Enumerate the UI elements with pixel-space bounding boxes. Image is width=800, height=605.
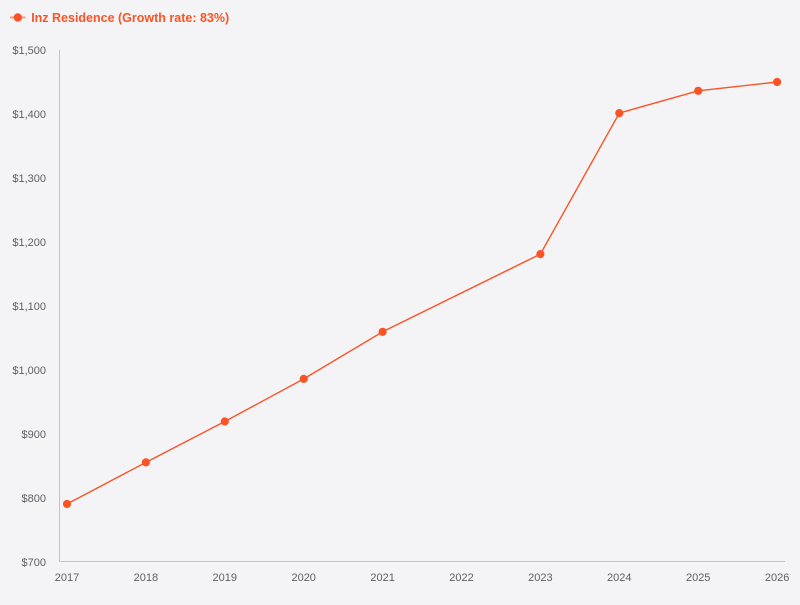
svg-text:$1,000: $1,000 <box>12 365 46 377</box>
svg-text:$1,100: $1,100 <box>12 301 46 313</box>
svg-text:2018: 2018 <box>134 572 158 584</box>
svg-text:$1,400: $1,400 <box>12 109 46 121</box>
svg-text:$700: $700 <box>22 557 46 569</box>
svg-text:Inz Residence (Growth rate: 83: Inz Residence (Growth rate: 83%) <box>31 11 229 25</box>
svg-text:2026: 2026 <box>765 572 789 584</box>
svg-text:$800: $800 <box>22 493 46 505</box>
svg-text:2023: 2023 <box>528 572 552 584</box>
svg-text:2025: 2025 <box>686 572 710 584</box>
svg-text:2020: 2020 <box>291 572 315 584</box>
svg-text:2019: 2019 <box>213 572 237 584</box>
svg-text:$1,300: $1,300 <box>12 173 46 185</box>
svg-text:$1,200: $1,200 <box>12 237 46 249</box>
svg-text:$1,500: $1,500 <box>12 45 46 57</box>
svg-text:2022: 2022 <box>449 572 473 584</box>
svg-text:$900: $900 <box>22 429 46 441</box>
svg-text:2021: 2021 <box>370 572 394 584</box>
svg-text:2024: 2024 <box>607 572 631 584</box>
svg-text:2017: 2017 <box>55 572 79 584</box>
